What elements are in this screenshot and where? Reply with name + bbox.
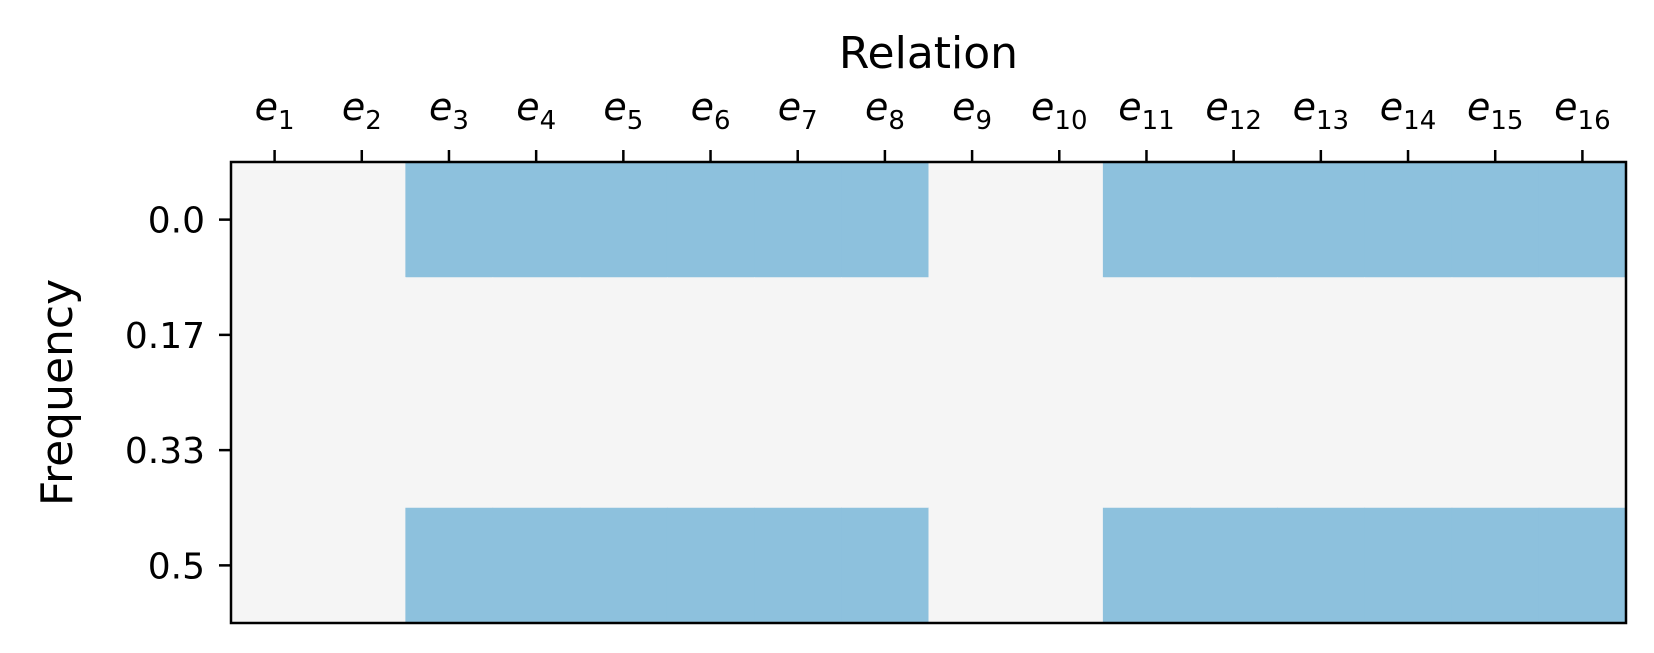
heatmap-cell	[666, 392, 755, 509]
heatmap-cell	[1102, 162, 1191, 278]
x-tick-label: e2	[342, 85, 382, 136]
heatmap-cell	[1102, 277, 1191, 394]
heatmap-cell	[405, 162, 494, 278]
heatmap-cell	[1190, 507, 1278, 624]
heatmap-cell	[1190, 277, 1278, 394]
x-tick-label: e1	[255, 85, 295, 136]
heatmap-cell	[492, 507, 581, 624]
heatmap-cell	[318, 392, 406, 509]
heatmap-cell	[754, 392, 842, 509]
heatmap-cell	[405, 277, 494, 394]
heatmap-cell	[318, 277, 406, 394]
y-tick-label: 0.17	[125, 316, 205, 357]
x-tick-label: e5	[603, 85, 643, 136]
heatmap-cell	[405, 392, 494, 509]
heatmap-cell	[492, 162, 581, 278]
heatmap-cell	[1538, 392, 1627, 509]
heatmap-cell	[1451, 392, 1540, 509]
heatmap-cell	[754, 277, 842, 394]
heatmap-cell	[1015, 392, 1104, 509]
heatmap-cell	[231, 162, 319, 278]
x-axis-title: Relation	[839, 28, 1018, 79]
heatmap-cell	[231, 507, 319, 624]
heatmap-cell	[1015, 162, 1104, 278]
heatmap-cell	[579, 277, 668, 394]
y-tick-label: 0.0	[148, 201, 205, 242]
x-tick-label: e15	[1467, 85, 1523, 136]
heatmap-cell	[666, 277, 755, 394]
y-tick-label: 0.5	[148, 546, 205, 587]
heatmap-cell	[579, 507, 668, 624]
heatmap-cell	[841, 507, 930, 624]
heatmap-cell	[492, 392, 581, 509]
plot-frame	[229, 160, 1628, 625]
x-tick-label: e6	[691, 85, 731, 136]
heatmap-cell	[1102, 507, 1191, 624]
heatmap-cell	[1102, 392, 1191, 509]
heatmap-cell	[579, 162, 668, 278]
heatmap-cell	[1538, 277, 1627, 394]
heatmap-cell	[1364, 162, 1453, 278]
heatmap-cells	[231, 162, 1627, 624]
heatmap-cell	[928, 392, 1017, 509]
x-axis-ticks: e1 e2 e3 e4 e5 e6 e7 e8 e9 e10 e11 e12 e13 e14 e15 e16	[255, 85, 1611, 162]
heatmap-cell	[492, 277, 581, 394]
heatmap-cell	[1277, 507, 1366, 624]
heatmap-cell	[666, 507, 755, 624]
heatmap-cell	[1364, 392, 1453, 509]
x-tick-label: e16	[1554, 85, 1610, 136]
x-tick-label: e10	[1031, 85, 1087, 136]
x-tick-label: e9	[952, 85, 992, 136]
heatmap-cell	[1451, 507, 1540, 624]
heatmap-cell	[1538, 507, 1627, 624]
x-tick-label: e7	[778, 85, 818, 136]
x-tick-label: e3	[429, 85, 469, 136]
heatmap-cell	[318, 507, 406, 624]
x-tick-label: e13	[1293, 85, 1349, 136]
heatmap-cell	[754, 162, 842, 278]
heatmap-cell	[1190, 162, 1278, 278]
heatmap-cell	[928, 507, 1017, 624]
heatmap-cell	[1277, 162, 1366, 278]
heatmap-cell	[841, 277, 930, 394]
x-tick-label: e14	[1380, 85, 1436, 136]
y-axis-ticks: 0.0 0.17 0.33 0.5	[125, 201, 231, 587]
heatmap-cell	[754, 507, 842, 624]
heatmap-cell	[1364, 277, 1453, 394]
x-tick-label: e11	[1118, 85, 1174, 136]
heatmap-cell	[841, 392, 930, 509]
heatmap-cell	[1538, 162, 1627, 278]
heatmap-cell	[1015, 507, 1104, 624]
heatmap-cell	[1190, 392, 1278, 509]
heatmap-cell	[231, 277, 319, 394]
heatmap-cell	[1451, 277, 1540, 394]
heatmap-cell	[1364, 507, 1453, 624]
heatmap-cell	[666, 162, 755, 278]
heatmap-cell	[1015, 277, 1104, 394]
heatmap-cell	[318, 162, 406, 278]
heatmap-cell	[928, 277, 1017, 394]
x-tick-label: e4	[516, 85, 556, 136]
heatmap-cell	[841, 162, 930, 278]
heatmap-cell	[1277, 392, 1366, 509]
x-tick-label: e8	[865, 85, 905, 136]
heatmap-cell	[231, 392, 319, 509]
y-axis-title: Frequency	[32, 279, 83, 506]
y-tick-label: 0.33	[125, 431, 205, 472]
heatmap-cell	[928, 162, 1017, 278]
x-tick-label: e12	[1205, 85, 1261, 136]
heatmap-cell	[1451, 162, 1540, 278]
heatmap-cell	[1277, 277, 1366, 394]
heatmap-cell	[579, 392, 668, 509]
heatmap-cell	[405, 507, 494, 624]
